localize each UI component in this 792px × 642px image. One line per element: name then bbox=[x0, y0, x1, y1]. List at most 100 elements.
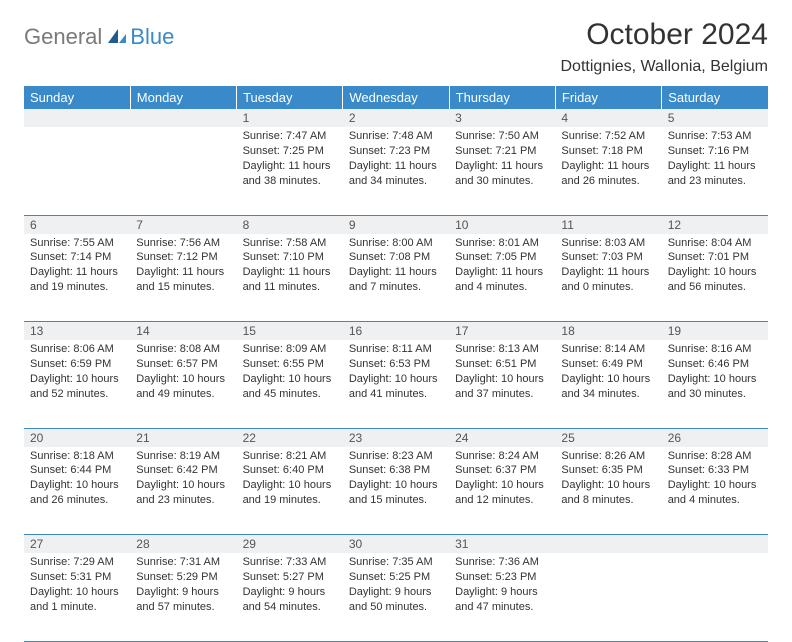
daylight-text: Daylight: 11 hours and 15 minutes. bbox=[136, 265, 230, 295]
sunrise-text: Sunrise: 8:11 AM bbox=[349, 342, 443, 357]
sunrise-text: Sunrise: 8:00 AM bbox=[349, 236, 443, 251]
day-cell-body: Sunrise: 8:04 AMSunset: 7:01 PMDaylight:… bbox=[662, 234, 768, 299]
sunrise-text: Sunrise: 8:08 AM bbox=[136, 342, 230, 357]
sunset-text: Sunset: 6:44 PM bbox=[30, 463, 124, 478]
logo-text-general: General bbox=[24, 24, 102, 50]
day-cell-body: Sunrise: 8:18 AMSunset: 6:44 PMDaylight:… bbox=[24, 447, 130, 512]
sunrise-text: Sunrise: 7:47 AM bbox=[243, 129, 337, 144]
sunrise-text: Sunrise: 7:31 AM bbox=[136, 555, 230, 570]
day-number: 25 bbox=[555, 428, 661, 447]
day-number: 2 bbox=[343, 109, 449, 127]
day-cell-body: Sunrise: 7:53 AMSunset: 7:16 PMDaylight:… bbox=[662, 127, 768, 192]
sunset-text: Sunset: 7:18 PM bbox=[561, 144, 655, 159]
sunset-text: Sunset: 7:14 PM bbox=[30, 250, 124, 265]
sunset-text: Sunset: 5:29 PM bbox=[136, 570, 230, 585]
sunrise-text: Sunrise: 7:35 AM bbox=[349, 555, 443, 570]
sunset-text: Sunset: 6:38 PM bbox=[349, 463, 443, 478]
weekday-header: Tuesday bbox=[237, 86, 343, 109]
sunset-text: Sunset: 6:35 PM bbox=[561, 463, 655, 478]
day-cell-body: Sunrise: 8:24 AMSunset: 6:37 PMDaylight:… bbox=[449, 447, 555, 512]
sunset-text: Sunset: 7:08 PM bbox=[349, 250, 443, 265]
day-cell: Sunrise: 8:08 AMSunset: 6:57 PMDaylight:… bbox=[130, 340, 236, 428]
day-cell: Sunrise: 8:04 AMSunset: 7:01 PMDaylight:… bbox=[662, 234, 768, 322]
sunrise-text: Sunrise: 8:19 AM bbox=[136, 449, 230, 464]
day-cell: Sunrise: 7:33 AMSunset: 5:27 PMDaylight:… bbox=[237, 553, 343, 641]
sunset-text: Sunset: 6:57 PM bbox=[136, 357, 230, 372]
day-cell-body: Sunrise: 7:33 AMSunset: 5:27 PMDaylight:… bbox=[237, 553, 343, 618]
day-cell: Sunrise: 7:55 AMSunset: 7:14 PMDaylight:… bbox=[24, 234, 130, 322]
title-block: October 2024 Dottignies, Wallonia, Belgi… bbox=[561, 18, 769, 76]
day-cell: Sunrise: 8:09 AMSunset: 6:55 PMDaylight:… bbox=[237, 340, 343, 428]
logo-sail-icon bbox=[106, 27, 128, 50]
day-number: 29 bbox=[237, 535, 343, 554]
sunrise-text: Sunrise: 8:18 AM bbox=[30, 449, 124, 464]
sunset-text: Sunset: 6:53 PM bbox=[349, 357, 443, 372]
day-cell bbox=[662, 553, 768, 641]
day-cell-body: Sunrise: 8:09 AMSunset: 6:55 PMDaylight:… bbox=[237, 340, 343, 405]
weekday-header: Wednesday bbox=[343, 86, 449, 109]
daylight-text: Daylight: 9 hours and 50 minutes. bbox=[349, 585, 443, 615]
day-number: 20 bbox=[24, 428, 130, 447]
day-number: 3 bbox=[449, 109, 555, 127]
sunrise-text: Sunrise: 7:48 AM bbox=[349, 129, 443, 144]
weekday-header: Monday bbox=[130, 86, 236, 109]
sunset-text: Sunset: 7:25 PM bbox=[243, 144, 337, 159]
sunrise-text: Sunrise: 8:13 AM bbox=[455, 342, 549, 357]
sunset-text: Sunset: 5:27 PM bbox=[243, 570, 337, 585]
weekday-header: Friday bbox=[555, 86, 661, 109]
daylight-text: Daylight: 10 hours and 4 minutes. bbox=[668, 478, 762, 508]
sunset-text: Sunset: 5:25 PM bbox=[349, 570, 443, 585]
day-cell: Sunrise: 7:48 AMSunset: 7:23 PMDaylight:… bbox=[343, 127, 449, 215]
calendar-table: Sunday Monday Tuesday Wednesday Thursday… bbox=[24, 86, 768, 642]
weekday-header: Sunday bbox=[24, 86, 130, 109]
sunset-text: Sunset: 6:33 PM bbox=[668, 463, 762, 478]
day-cell-body: Sunrise: 8:28 AMSunset: 6:33 PMDaylight:… bbox=[662, 447, 768, 512]
day-number: 21 bbox=[130, 428, 236, 447]
day-number: 9 bbox=[343, 215, 449, 234]
sunset-text: Sunset: 6:42 PM bbox=[136, 463, 230, 478]
daylight-text: Daylight: 10 hours and 8 minutes. bbox=[561, 478, 655, 508]
day-cell: Sunrise: 8:16 AMSunset: 6:46 PMDaylight:… bbox=[662, 340, 768, 428]
sunrise-text: Sunrise: 7:33 AM bbox=[243, 555, 337, 570]
sunrise-text: Sunrise: 7:29 AM bbox=[30, 555, 124, 570]
daylight-text: Daylight: 10 hours and 19 minutes. bbox=[243, 478, 337, 508]
day-cell-body: Sunrise: 7:36 AMSunset: 5:23 PMDaylight:… bbox=[449, 553, 555, 618]
sunset-text: Sunset: 7:23 PM bbox=[349, 144, 443, 159]
day-number: 6 bbox=[24, 215, 130, 234]
day-cell-body: Sunrise: 8:01 AMSunset: 7:05 PMDaylight:… bbox=[449, 234, 555, 299]
day-cell: Sunrise: 7:58 AMSunset: 7:10 PMDaylight:… bbox=[237, 234, 343, 322]
sunset-text: Sunset: 7:03 PM bbox=[561, 250, 655, 265]
day-number: 8 bbox=[237, 215, 343, 234]
daylight-text: Daylight: 10 hours and 1 minute. bbox=[30, 585, 124, 615]
sunrise-text: Sunrise: 8:03 AM bbox=[561, 236, 655, 251]
day-cell-body: Sunrise: 8:00 AMSunset: 7:08 PMDaylight:… bbox=[343, 234, 449, 299]
sunrise-text: Sunrise: 8:21 AM bbox=[243, 449, 337, 464]
day-cell-body: Sunrise: 8:23 AMSunset: 6:38 PMDaylight:… bbox=[343, 447, 449, 512]
day-cell: Sunrise: 7:29 AMSunset: 5:31 PMDaylight:… bbox=[24, 553, 130, 641]
sunset-text: Sunset: 7:05 PM bbox=[455, 250, 549, 265]
sunrise-text: Sunrise: 8:16 AM bbox=[668, 342, 762, 357]
day-cell: Sunrise: 7:35 AMSunset: 5:25 PMDaylight:… bbox=[343, 553, 449, 641]
day-number: 5 bbox=[662, 109, 768, 127]
daylight-text: Daylight: 11 hours and 34 minutes. bbox=[349, 159, 443, 189]
month-title: October 2024 bbox=[561, 18, 769, 52]
day-cell-body: Sunrise: 7:35 AMSunset: 5:25 PMDaylight:… bbox=[343, 553, 449, 618]
sunrise-text: Sunrise: 7:50 AM bbox=[455, 129, 549, 144]
daynum-row: 12345 bbox=[24, 109, 768, 127]
day-cell-body bbox=[24, 127, 130, 133]
daylight-text: Daylight: 10 hours and 41 minutes. bbox=[349, 372, 443, 402]
weekday-header: Saturday bbox=[662, 86, 768, 109]
day-cell: Sunrise: 8:28 AMSunset: 6:33 PMDaylight:… bbox=[662, 447, 768, 535]
sunset-text: Sunset: 6:40 PM bbox=[243, 463, 337, 478]
day-cell: Sunrise: 7:56 AMSunset: 7:12 PMDaylight:… bbox=[130, 234, 236, 322]
day-cell-body: Sunrise: 8:11 AMSunset: 6:53 PMDaylight:… bbox=[343, 340, 449, 405]
day-cell: Sunrise: 8:06 AMSunset: 6:59 PMDaylight:… bbox=[24, 340, 130, 428]
sunset-text: Sunset: 5:31 PM bbox=[30, 570, 124, 585]
sunset-text: Sunset: 6:37 PM bbox=[455, 463, 549, 478]
daynum-row: 2728293031 bbox=[24, 535, 768, 554]
day-cell: Sunrise: 8:24 AMSunset: 6:37 PMDaylight:… bbox=[449, 447, 555, 535]
day-cell: Sunrise: 8:11 AMSunset: 6:53 PMDaylight:… bbox=[343, 340, 449, 428]
daylight-text: Daylight: 11 hours and 26 minutes. bbox=[561, 159, 655, 189]
sunset-text: Sunset: 6:59 PM bbox=[30, 357, 124, 372]
day-number: 19 bbox=[662, 322, 768, 341]
